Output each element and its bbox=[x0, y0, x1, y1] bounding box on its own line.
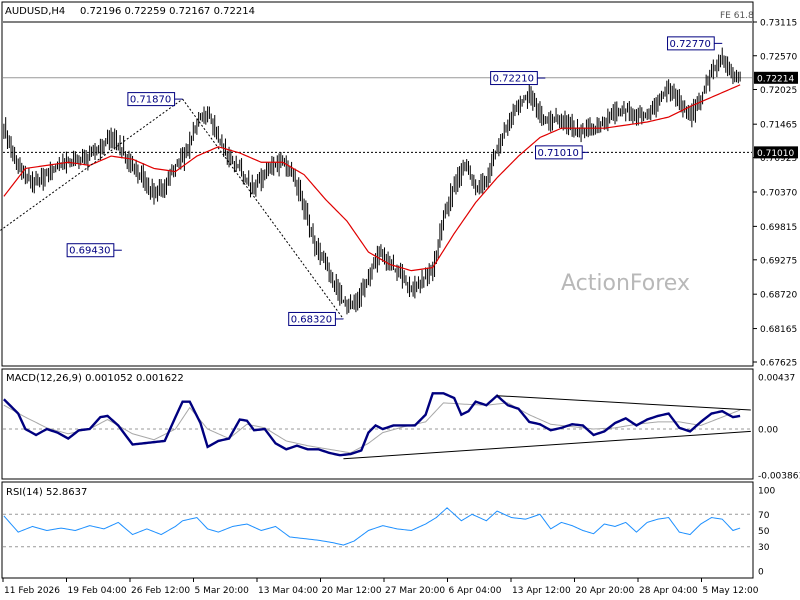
price-annotation-label: 0.72210 bbox=[493, 74, 534, 85]
price-axis-label: 0.68720 bbox=[760, 291, 797, 301]
macd-trend-line bbox=[343, 430, 751, 460]
x-axis-label: 19 Feb 04:00 bbox=[68, 586, 127, 596]
price-axis-label: 0.69815 bbox=[760, 223, 797, 233]
level-price-label: 0.71010 bbox=[757, 149, 794, 159]
price-axis-label: 0.70370 bbox=[760, 189, 797, 199]
fibonacci-label: FE 61.8 bbox=[720, 11, 754, 21]
price-header-ohlc: 0.72196 0.72259 0.72167 0.72214 bbox=[80, 6, 255, 17]
rsi-panel-frame bbox=[1, 481, 754, 579]
macd-axis-label: -0.003861 bbox=[758, 472, 800, 482]
price-panel: AUDUSD,H4 0.72196 0.72259 0.72167 0.7221… bbox=[0, 1, 798, 369]
x-axis-label: 20 Mar 12:00 bbox=[322, 586, 382, 596]
watermark: ActionForex bbox=[561, 271, 690, 296]
macd-line bbox=[3, 392, 741, 457]
macd-signal-line bbox=[3, 402, 741, 454]
rsi-title: RSI(14) 52.8637 bbox=[6, 487, 87, 498]
x-axis-label: 27 Mar 20:00 bbox=[385, 586, 445, 596]
price-annotation-label: 0.71010 bbox=[538, 148, 579, 159]
rsi-line bbox=[3, 507, 741, 546]
rsi-axis-label: 100 bbox=[758, 487, 775, 497]
x-axis-label: 5 May 12:00 bbox=[703, 586, 759, 596]
x-axis-label: 20 Apr 20:00 bbox=[576, 586, 635, 596]
x-axis-label: 13 Apr 12:00 bbox=[512, 586, 571, 596]
price-annotation-label: 0.72770 bbox=[670, 39, 711, 50]
trend-line bbox=[182, 98, 344, 320]
rsi-axis-label: 30 bbox=[758, 543, 770, 553]
price-axis-label: 0.72025 bbox=[760, 86, 797, 96]
macd-title: MACD(12,26,9) 0.001052 0.001622 bbox=[6, 373, 184, 384]
macd-trend-line bbox=[497, 395, 751, 411]
rsi-panel: RSI(14) 52.8637 100 70 50 30 0 bbox=[1, 481, 775, 579]
trend-line bbox=[0, 98, 183, 231]
x-axis-label: 6 Apr 04:00 bbox=[449, 586, 502, 596]
price-header-symbol: AUDUSD,H4 bbox=[5, 6, 65, 17]
price-axis-label: 0.69275 bbox=[760, 256, 797, 266]
rsi-axis-label: 0 bbox=[758, 568, 764, 578]
rsi-axis-label: 50 bbox=[758, 527, 770, 537]
price-panel-frame bbox=[1, 1, 754, 367]
macd-panel-frame bbox=[1, 368, 754, 480]
price-annotation-box bbox=[490, 71, 538, 86]
rsi-axis-label: 70 bbox=[758, 511, 770, 521]
current-price-label: 0.72214 bbox=[757, 74, 794, 84]
price-axis-label: 0.73115 bbox=[760, 19, 797, 29]
x-axis: 11 Feb 2026 19 Feb 04:00 26 Feb 12:00 5 Mar… bbox=[2, 578, 759, 596]
price-axis-label: 0.71465 bbox=[760, 121, 797, 131]
price-axis-label: 0.68165 bbox=[760, 325, 797, 335]
price-annotation-label: 0.68320 bbox=[291, 314, 332, 325]
macd-panel: MACD(12,26,9) 0.001052 0.001622 0.00437 0… bbox=[1, 368, 800, 482]
x-axis-label: 13 Mar 04:00 bbox=[258, 586, 318, 596]
price-annotation-label: 0.71870 bbox=[130, 95, 171, 106]
price-axis-label: 0.67625 bbox=[760, 359, 797, 369]
price-annotation-box bbox=[66, 243, 115, 258]
price-annotation-box bbox=[127, 92, 176, 107]
x-axis-label: 11 Feb 2026 bbox=[4, 586, 60, 596]
current-price-tag bbox=[754, 71, 798, 84]
price-annotation-box bbox=[535, 145, 583, 160]
price-axis-label: 0.72570 bbox=[760, 52, 797, 62]
x-axis-label: 5 Mar 20:00 bbox=[195, 586, 250, 596]
price-annotation-box bbox=[288, 311, 336, 326]
level-price-tag bbox=[754, 146, 798, 159]
x-axis-label: 26 Feb 12:00 bbox=[131, 586, 190, 596]
price-axis-label: 0.70925 bbox=[760, 154, 797, 164]
x-axis-label: 28 Apr 04:00 bbox=[639, 586, 698, 596]
price-annotation-box bbox=[667, 36, 715, 51]
moving-average-line bbox=[3, 84, 741, 272]
price-annotation-label: 0.69430 bbox=[69, 246, 110, 257]
macd-axis-label: 0.00437 bbox=[758, 374, 795, 384]
macd-axis-label: 0.00 bbox=[758, 426, 778, 436]
